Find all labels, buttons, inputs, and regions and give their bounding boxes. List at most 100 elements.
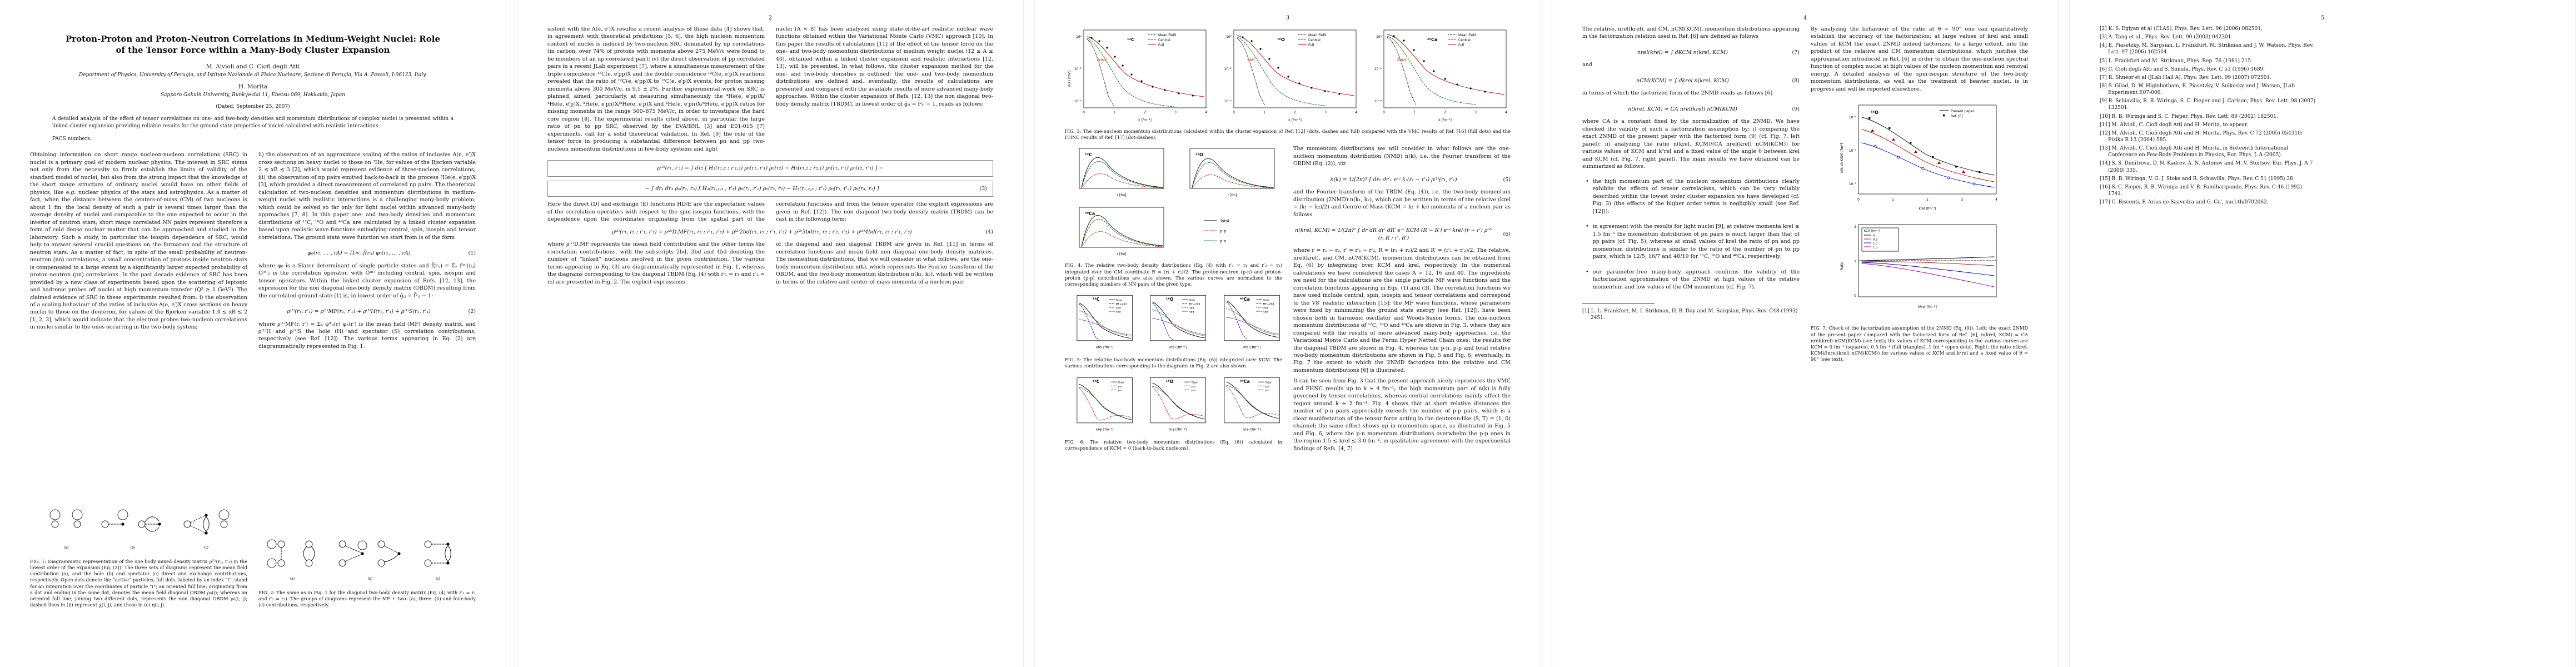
legend-label: 4bd bbox=[1116, 311, 1121, 314]
diagram-group-b: (b) bbox=[338, 540, 401, 581]
reference-item: [9] R. Schiavilla, R. B. Wiringa, S. C. … bbox=[2100, 98, 2316, 111]
curve-total bbox=[1081, 157, 1163, 188]
x-tick-label: 2 bbox=[1444, 111, 1446, 115]
y-tick-label: 2 bbox=[1854, 225, 1856, 229]
y-tick-label: 1 bbox=[1854, 260, 1856, 263]
fig6-panel-40Ca: ⁴⁰Ca Total p-p p-n krel [fm⁻¹] bbox=[1224, 377, 1280, 431]
x-tick-label: 2 bbox=[1926, 198, 1929, 202]
curve-mf2bd bbox=[1152, 302, 1173, 340]
page-number: 2 bbox=[768, 15, 773, 21]
nucleus-label: ⁴⁰Ca bbox=[1239, 297, 1249, 302]
curve-kcm-1 bbox=[1861, 142, 1994, 188]
figure-7-caption: FIG. 7: Check of the factorization assum… bbox=[1811, 325, 2028, 362]
reference-item: [7] R. Shneor et al (JLab Hall A), Phys.… bbox=[2100, 74, 2272, 81]
figure-7: 10⁻¹ 10⁻³ 10⁻⁵ 0 1 2 3 4 bbox=[1811, 101, 2028, 367]
reference-item: [14] S. S. Dimitrova, D. N. Kadrev, A. N… bbox=[2100, 161, 2313, 173]
equation-7: nrel(krel) = ∫ dKCM n(krel, KCM) (7) bbox=[1582, 49, 1800, 56]
figure-3-caption: FIG. 3: The one-nucleon momentum distrib… bbox=[1065, 128, 1511, 141]
curve-mean-field bbox=[1387, 37, 1417, 106]
body-column-right: ii) the observation of an approximate sc… bbox=[258, 151, 476, 613]
y-tick-label: 10⁻³ bbox=[1848, 149, 1856, 153]
fig5-panel-40Ca: ⁴⁰Ca Total MF+2bd 3bd 4bd krel [fm⁻¹] bbox=[1224, 295, 1280, 350]
legend-label: Total bbox=[1117, 381, 1124, 384]
equation-3-line-2: − ∫ dr₂ dr₃ ρ₀(r₂, r₃) [ H₃(r₁,₂,₃ ; r′₁… bbox=[547, 180, 993, 197]
paragraph: The relative, nrel(krel), and CM, nCM(KC… bbox=[1582, 26, 1800, 40]
legend-label: Central bbox=[1308, 38, 1321, 42]
paragraph: where ρ⁽²⁾D,MF represents the mean field… bbox=[547, 241, 765, 285]
curve-pn bbox=[1226, 385, 1279, 419]
comparison-markers bbox=[1393, 35, 1486, 93]
fig6-panel-16O: ¹⁶O Total p-p p-n krel [fm⁻¹] bbox=[1150, 377, 1207, 431]
y-tick-label: 10⁰ bbox=[1076, 35, 1082, 39]
reference-item: [16] S. C. Pieper, R. B. Wiringa and V. … bbox=[2100, 184, 2303, 197]
bullet-item: the high momentum part of the nucleon mo… bbox=[1586, 178, 1800, 215]
x-tick-label: 4 bbox=[1505, 111, 1507, 115]
ratio-curve-05 bbox=[1861, 261, 1994, 266]
paragraph: sistent with the A(e, e′)X results; a re… bbox=[547, 26, 765, 152]
body-column-left: where ρ⁽²⁾D,MF represents the mean field… bbox=[547, 241, 765, 289]
figure-6-caption: FIG. 6: The relative two-body momentum d… bbox=[1065, 439, 1282, 451]
x-axis-label: k [fm⁻¹] bbox=[1438, 118, 1452, 122]
curve-mf2bd bbox=[1079, 303, 1100, 341]
curve-pp bbox=[1152, 387, 1205, 419]
legend-label: p-n bbox=[1265, 389, 1269, 392]
bullet-text: in agreement with the results for light … bbox=[1592, 223, 1800, 260]
paragraph: and bbox=[1582, 62, 1592, 68]
body-column-right: By analyzing the behaviour of the ratio … bbox=[1811, 26, 2028, 367]
y-axis-label: n(krel, KCM) [fm⁶] bbox=[1840, 143, 1844, 173]
reference-item: [13] M. Alvioli, C. Ciofi degli Atti and… bbox=[2100, 146, 2289, 158]
paragraph: It can be seen from Fig. 3 that the pres… bbox=[1293, 378, 1511, 452]
x-tick-label: 2 bbox=[1294, 111, 1296, 115]
figure-5-caption: FIG. 5: The relative two-body momentum d… bbox=[1065, 357, 1282, 369]
figure-4-caption: FIG. 4: The relative two-body density di… bbox=[1065, 262, 1282, 287]
reference-item: [10] R. B. Wiringa and S. C. Pieper, Phy… bbox=[2100, 113, 2278, 120]
y-tick-label: 10⁻⁴ bbox=[1224, 99, 1232, 103]
dated-line: (Dated: September 25, 2007) bbox=[216, 103, 290, 109]
curve-total bbox=[1081, 215, 1163, 247]
reference-item: [2] K. S. Egiyan et al (CLAS), Phys. Rev… bbox=[2100, 26, 2263, 32]
page-number: 3 bbox=[1285, 15, 1290, 21]
comparison-markers bbox=[1090, 37, 1194, 97]
legend-label: p-p bbox=[1118, 385, 1122, 388]
legend-label: Full bbox=[1458, 43, 1464, 47]
curve-pn bbox=[1079, 387, 1132, 420]
curve-pn bbox=[1192, 162, 1273, 188]
x-tick-label: 1 bbox=[1263, 111, 1265, 115]
legend-label: 3bd bbox=[1189, 307, 1194, 310]
equation-4: ρ⁽²⁾(r₁, r₂ ; r′₁, r′₂) = ρ⁽²⁾D,MF(r₁, r… bbox=[547, 228, 993, 236]
curve-4bd bbox=[1152, 318, 1205, 335]
paragraph: The momentum distributions we will consi… bbox=[1293, 146, 1511, 167]
body-column-left: Obtaining information on short range nuc… bbox=[30, 151, 247, 613]
fig7-bottom-panel: 2 1 0 KCM [fm⁻¹] 0 0.5 1.0 1.5 bbox=[1840, 224, 1996, 309]
affiliation-2: Sapporo Gakuin University, Bunkyo-dai 11… bbox=[160, 92, 345, 98]
equation-1: ψ₀(r₁, … , rA) = Πᵢ<ⱼ f̂(rᵢⱼ) φ₀(r₁, … ,… bbox=[258, 250, 476, 257]
legend-label: Total bbox=[1115, 299, 1122, 302]
legend-label: 1.0 bbox=[1873, 242, 1877, 245]
nucleus-label: ⁴⁰Ca bbox=[1427, 37, 1437, 42]
curve-4bd bbox=[1226, 317, 1279, 335]
legend-label: 3bd bbox=[1116, 307, 1121, 310]
legend-label: p-n bbox=[1192, 389, 1196, 392]
pacs-line: PACS numbers: bbox=[52, 136, 92, 142]
fig3-panel-16O: 10⁰ 10⁻² 10⁻⁴ 0 1 2 3 4 Mean Field bbox=[1224, 29, 1357, 122]
equation-6: n(krel, KCM) = 1/(2π)⁶ ∫ dr dR dr′ dR′ e… bbox=[1293, 227, 1511, 242]
curve-full bbox=[1387, 34, 1504, 95]
equation-body: ρ⁽²⁾(r₁, r′₁) = ∫ dr₂ [ H₂(r₁,₂ ; r′₁,₂)… bbox=[657, 165, 884, 172]
legend-label: Mean Field bbox=[1158, 33, 1176, 37]
ratio-curve-15 bbox=[1861, 263, 1994, 287]
method-label: VMC bbox=[1247, 58, 1255, 62]
legend-label: p-p bbox=[1265, 385, 1269, 388]
y-tick-label: 0 bbox=[1854, 294, 1856, 298]
nucleus-label: ¹⁶O bbox=[1195, 152, 1203, 157]
equation-body: ψ₀(r₁, … , rA) = Πᵢ<ⱼ f̂(rᵢⱼ) φ₀(r₁, … ,… bbox=[307, 250, 411, 257]
equation-5: n(k) = 1/(2π)³ ∫ dr₁ dr′₁ e⁻ⁱ k·(r₁ − r′… bbox=[1293, 176, 1511, 183]
curve-central bbox=[1087, 38, 1174, 107]
nucleus-label: ¹⁶O bbox=[1871, 110, 1879, 115]
method-label: FHNC bbox=[1397, 58, 1407, 62]
fig5-panel-12C: ¹²C Total MF+2bd 3bd 4bd krel [fm⁻¹] bbox=[1077, 295, 1133, 350]
y-tick-label: 10⁻² bbox=[1374, 67, 1382, 71]
sub-label-b: (b) bbox=[367, 577, 372, 581]
curve-pn bbox=[1152, 386, 1205, 419]
equation-number: (9) bbox=[1792, 106, 1800, 112]
fig3-panel-40Ca: 10⁰ 10⁻² 10⁻⁴ 0 1 2 3 4 Mean Field bbox=[1374, 29, 1507, 122]
